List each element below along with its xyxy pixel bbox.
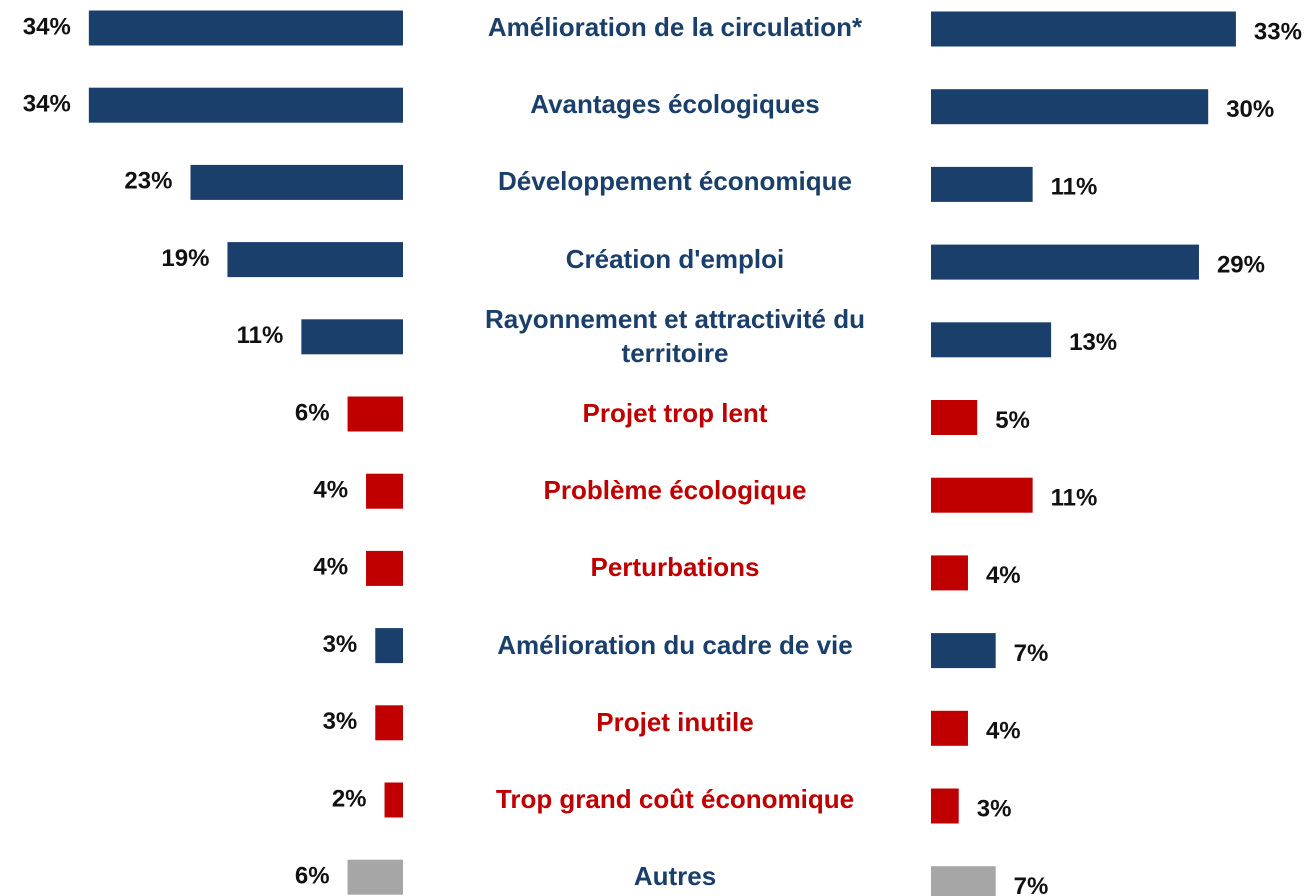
bar xyxy=(931,555,968,591)
value-label: 11% xyxy=(237,322,284,349)
bar xyxy=(931,866,996,896)
category-label: Développement économique xyxy=(498,166,852,197)
bar xyxy=(88,10,403,46)
value-label: 5% xyxy=(995,407,1030,434)
category-label: Perturbations xyxy=(590,552,760,583)
category-label: Rayonnement et attractivité du territoir… xyxy=(485,304,865,368)
bar xyxy=(384,782,403,818)
value-label: 6% xyxy=(295,863,330,890)
bar xyxy=(931,11,1236,47)
category-label-box: Amélioration du cadre de vie xyxy=(497,629,853,660)
value-label: 23% xyxy=(124,168,172,195)
value-label: 11% xyxy=(1051,485,1098,512)
category-label-box: Perturbations xyxy=(590,552,760,583)
value-label: 30% xyxy=(1226,96,1274,123)
bar xyxy=(88,87,403,123)
value-label: 6% xyxy=(295,399,330,426)
bar xyxy=(931,244,1199,280)
category-label: Trop grand coût économique xyxy=(495,784,855,815)
bar xyxy=(931,788,959,824)
category-label-box: Développement économique xyxy=(498,166,852,197)
value-label: 4% xyxy=(313,477,348,504)
bar xyxy=(301,319,403,355)
value-label: 29% xyxy=(1217,251,1265,278)
category-label-box: Projet inutile xyxy=(596,706,754,737)
bar xyxy=(347,396,403,432)
category-label-box: Autres xyxy=(633,861,717,892)
category-label: Avantages écologiques xyxy=(530,89,820,120)
value-label: 3% xyxy=(977,795,1012,822)
value-label: 3% xyxy=(323,708,358,735)
bar xyxy=(227,242,403,278)
category-label: Amélioration du cadre de vie xyxy=(497,629,853,660)
category-label: Autres xyxy=(633,861,717,892)
category-label-box: Amélioration de la circulation* xyxy=(487,12,863,43)
value-label: 11% xyxy=(1051,174,1098,201)
category-label-box: Problème écologique xyxy=(543,475,807,506)
category-label-box: Avantages écologiques xyxy=(530,89,820,120)
bar xyxy=(931,166,1033,202)
value-label: 3% xyxy=(323,631,358,658)
bar xyxy=(931,89,1209,125)
bar xyxy=(375,628,403,664)
bar xyxy=(931,477,1033,513)
category-label: Projet inutile xyxy=(596,706,754,737)
category-label-box: Création d'emploi xyxy=(565,243,785,274)
value-label: 4% xyxy=(986,718,1021,745)
bar xyxy=(366,550,403,586)
bar xyxy=(931,400,978,435)
category-label-box: Rayonnement et attractivité du territoir… xyxy=(485,304,865,368)
bar xyxy=(931,322,1052,358)
value-label: 7% xyxy=(1014,873,1049,896)
value-label: 19% xyxy=(161,245,209,272)
bar xyxy=(347,859,403,895)
bar xyxy=(190,164,403,200)
bar xyxy=(931,710,968,746)
category-label: Création d'emploi xyxy=(565,243,785,274)
value-label: 33% xyxy=(1254,18,1302,45)
value-label: 4% xyxy=(986,562,1021,589)
value-label: 13% xyxy=(1069,329,1117,356)
category-label-box: Trop grand coût économique xyxy=(495,784,855,815)
category-label: Amélioration de la circulation* xyxy=(487,12,863,43)
value-label: 34% xyxy=(23,13,71,40)
bar xyxy=(931,633,996,669)
value-label: 2% xyxy=(332,785,367,812)
category-label-box: Projet trop lent xyxy=(582,398,768,429)
bar xyxy=(366,473,403,509)
value-label: 34% xyxy=(23,91,71,118)
value-label: 7% xyxy=(1014,640,1049,667)
category-label: Projet trop lent xyxy=(582,398,768,429)
category-label: Problème écologique xyxy=(543,475,807,506)
bar xyxy=(375,705,403,741)
value-label: 4% xyxy=(313,554,348,581)
